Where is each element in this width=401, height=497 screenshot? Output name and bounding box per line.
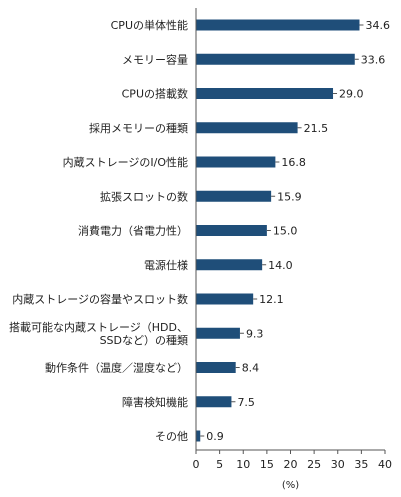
bars-group — [196, 19, 364, 442]
category-label: CPUの搭載数 — [122, 88, 188, 101]
bar — [196, 19, 360, 31]
x-tick-label: 35 — [354, 458, 368, 471]
value-label: 15.0 — [273, 225, 298, 238]
category-label: 搭載可能な内蔵ストレージ（HDD、 — [9, 320, 188, 334]
value-label: 21.5 — [304, 122, 329, 135]
x-tick-label: 10 — [236, 458, 250, 471]
value-label: 34.6 — [365, 19, 390, 32]
category-label: SSDなど）の種類 — [100, 333, 188, 347]
category-label: その他 — [155, 430, 188, 443]
x-tick-label: 5 — [216, 458, 223, 471]
value-label: 14.0 — [268, 259, 293, 272]
x-tick-label: 30 — [331, 458, 345, 471]
value-label: 7.5 — [237, 396, 255, 409]
x-tick-label: 0 — [193, 458, 200, 471]
category-label: 消費電力（省電力性） — [78, 224, 188, 238]
value-label: 29.0 — [339, 88, 364, 101]
bar — [196, 156, 276, 168]
bar — [196, 430, 201, 442]
category-label: 動作条件（温度／湿度など） — [45, 361, 188, 375]
bar — [196, 293, 254, 305]
value-label: 9.3 — [246, 327, 264, 340]
category-label: メモリー容量 — [122, 52, 188, 66]
category-label: 内蔵ストレージのI/O性能 — [63, 155, 188, 169]
value-label: 33.6 — [361, 53, 386, 66]
category-label: 電源仕様 — [144, 258, 188, 272]
value-label: 0.9 — [206, 430, 224, 443]
value-label: 16.8 — [281, 156, 306, 169]
bar — [196, 88, 334, 99]
x-tick-label: 25 — [307, 458, 321, 471]
x-tick-label: 20 — [284, 458, 298, 471]
bar — [196, 327, 240, 339]
x-tick-label: 40 — [378, 458, 392, 471]
bar — [196, 362, 236, 373]
x-tick-label: 15 — [260, 458, 274, 471]
bar — [196, 396, 232, 408]
category-label: 採用メモリーの種類 — [89, 121, 188, 135]
value-label: 12.1 — [259, 293, 284, 306]
category-label: CPUの単体性能 — [111, 18, 188, 32]
value-label: 8.4 — [242, 362, 260, 375]
bar — [196, 225, 267, 236]
bar — [196, 53, 355, 65]
bar — [196, 259, 263, 271]
bar — [196, 122, 298, 134]
category-label: 障害検知機能 — [122, 395, 188, 409]
category-label: 拡張スロットの数 — [100, 189, 188, 203]
bar — [196, 190, 272, 202]
value-label: 15.9 — [277, 190, 302, 203]
category-label: 内蔵ストレージの容量やスロット数 — [12, 292, 188, 306]
x-axis-unit-label: (%) — [282, 480, 299, 491]
value-labels-group: 34.6 33.6 29.0 21.5 16.8 15.9 15.0 14.0 12.1 9.3 8… — [206, 19, 390, 443]
x-axis: 0 5 10 15 20 25 30 35 40 — [193, 8, 392, 471]
